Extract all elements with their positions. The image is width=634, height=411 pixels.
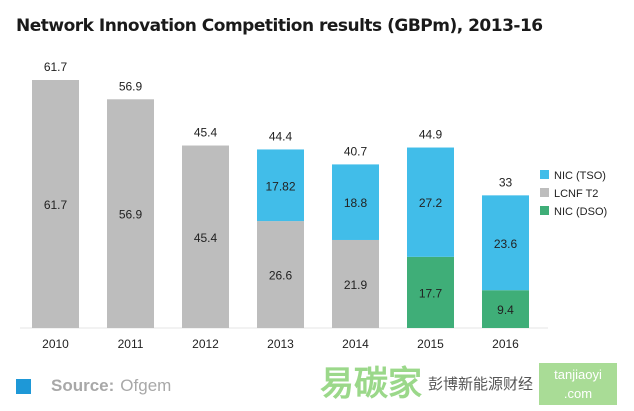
bar-segment <box>182 145 229 328</box>
legend-label: LCNF T2 <box>554 188 598 200</box>
data-label: 9.4 <box>497 303 514 317</box>
bar-segment <box>407 256 454 328</box>
data-label: 18.8 <box>344 196 368 210</box>
watermark-domain: tanjiaoyi .com <box>539 362 618 405</box>
watermark-logo-text: 易碳家 <box>320 363 422 404</box>
source-value: Ofgem <box>120 376 172 395</box>
x-tick-label: 2011 <box>118 337 144 351</box>
bar-segment <box>407 147 454 257</box>
x-tick-label: 2015 <box>417 337 444 351</box>
bar-segment <box>482 290 529 328</box>
x-tick-label: 2016 <box>492 337 519 351</box>
data-label: 17.82 <box>265 179 295 193</box>
bar-segment <box>332 164 379 240</box>
data-label: 45.4 <box>194 231 218 245</box>
legend-swatch <box>540 170 549 179</box>
x-tick-label: 2013 <box>267 337 294 351</box>
x-tick-label: 2014 <box>342 337 369 351</box>
total-label: 40.7 <box>344 144 368 158</box>
source-label: Source: <box>51 376 115 395</box>
data-label: 56.9 <box>119 208 143 222</box>
legend-label: NIC (TSO) <box>554 170 606 182</box>
legend-swatch <box>540 188 549 197</box>
data-label: 17.7 <box>419 286 443 300</box>
bar-segment <box>332 239 379 328</box>
x-tick-label: 2012 <box>192 337 219 351</box>
source-square-icon <box>16 378 31 394</box>
source-note: Source: Ofgem <box>16 376 171 396</box>
watermark-logo: 易碳家 彭博新能源财经 tanjiaoyi .com <box>320 356 634 411</box>
total-label: 33 <box>499 175 513 189</box>
bar-segment <box>32 80 79 328</box>
legend-swatch <box>540 206 549 215</box>
total-label: 61.7 <box>44 60 68 74</box>
total-label: 45.4 <box>194 126 218 140</box>
total-label: 56.9 <box>119 79 143 93</box>
bar-segment <box>257 221 304 328</box>
data-label: 27.2 <box>419 196 443 210</box>
data-label: 21.9 <box>344 278 368 292</box>
legend-label: NIC (DSO) <box>554 206 607 218</box>
total-label: 44.4 <box>269 129 293 143</box>
bar-segment <box>482 195 529 291</box>
x-tick-label: 2010 <box>42 337 69 351</box>
data-label: 61.7 <box>44 198 68 212</box>
watermark-text: 彭博新能源财经 <box>428 376 534 393</box>
total-label: 44.9 <box>419 128 443 142</box>
data-label: 26.6 <box>269 269 293 283</box>
bar-segment <box>257 149 304 222</box>
bar-segment <box>107 99 154 328</box>
data-label: 23.6 <box>494 237 518 251</box>
chart-title: Network Innovation Competition results (… <box>16 16 543 36</box>
